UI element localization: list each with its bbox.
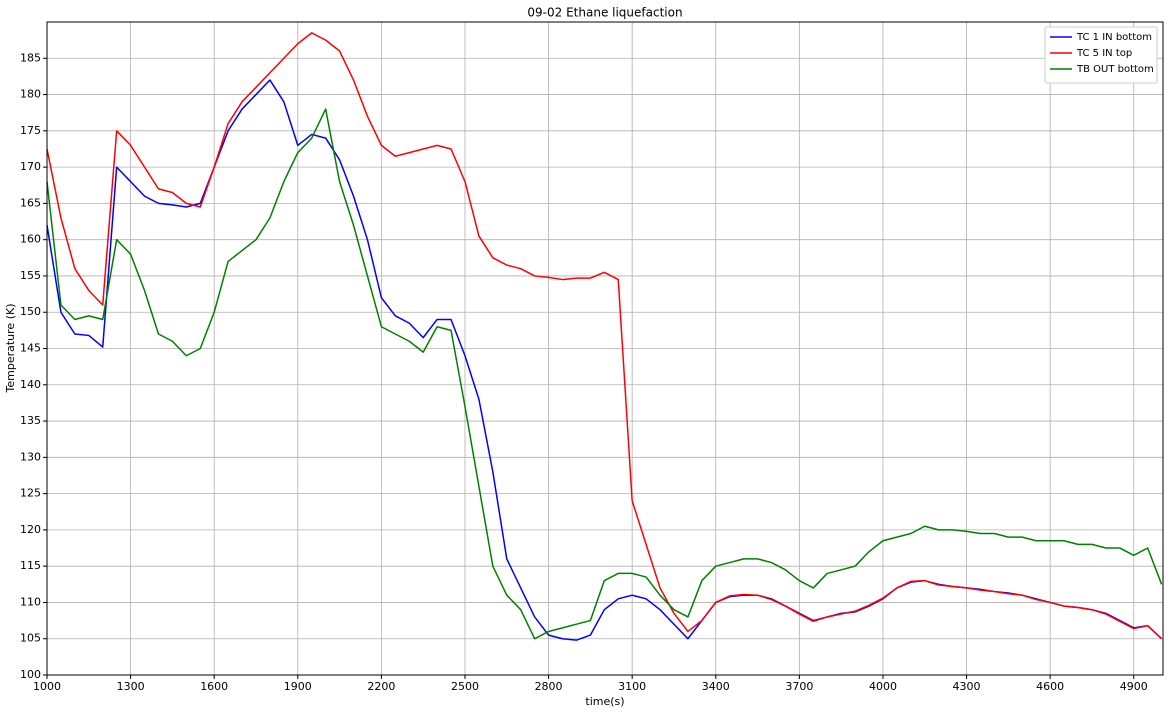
x-tick-label: 1300	[117, 680, 145, 693]
y-tick-label: 110	[20, 595, 41, 608]
legend-label: TC 1 IN bottom	[1076, 32, 1152, 43]
x-tick-label: 4300	[953, 680, 981, 693]
legend-label: TC 5 IN top	[1076, 48, 1132, 59]
y-tick-label: 165	[20, 196, 41, 209]
y-tick-label: 170	[20, 160, 41, 173]
x-tick-label: 4000	[869, 680, 897, 693]
data-line	[46, 32, 1163, 640]
x-tick-label: 1600	[200, 680, 228, 693]
y-axis-label: Temperature (K)	[4, 304, 17, 394]
y-tick-label: 185	[20, 51, 41, 64]
y-tick-label: 150	[20, 305, 41, 318]
x-tick-label: 3400	[702, 680, 730, 693]
y-tick-label: 125	[20, 487, 41, 500]
y-tick-label: 105	[20, 632, 41, 645]
y-tick-label: 130	[20, 450, 41, 463]
y-tick-label: 135	[20, 414, 41, 427]
y-tick-label: 100	[20, 668, 41, 681]
x-axis-label: time(s)	[585, 695, 624, 708]
x-tick-label: 2500	[451, 680, 479, 693]
legend-label: TB OUT bottom	[1076, 64, 1154, 75]
x-tick-label: 3100	[618, 680, 646, 693]
data-line	[46, 108, 1163, 640]
x-tick-label: 2800	[535, 680, 563, 693]
y-tick-label: 180	[20, 88, 41, 101]
x-tick-label: 1000	[33, 680, 61, 693]
y-tick-label: 120	[20, 523, 41, 536]
y-tick-label: 175	[20, 124, 41, 137]
y-tick-label: 155	[20, 269, 41, 282]
y-tick-label: 160	[20, 233, 41, 246]
plot-frame	[46, 21, 1164, 676]
y-tick-label: 115	[20, 559, 41, 572]
y-tick-label: 145	[20, 342, 41, 355]
x-tick-label: 1900	[284, 680, 312, 693]
legend-box	[1044, 26, 1158, 84]
chart-title: 09-02 Ethane liquefaction	[527, 6, 682, 20]
y-tick-label: 140	[20, 378, 41, 391]
x-tick-label: 4900	[1120, 680, 1148, 693]
x-tick-label: 2200	[367, 680, 395, 693]
x-tick-label: 3700	[785, 680, 813, 693]
x-tick-label: 4600	[1036, 680, 1064, 693]
